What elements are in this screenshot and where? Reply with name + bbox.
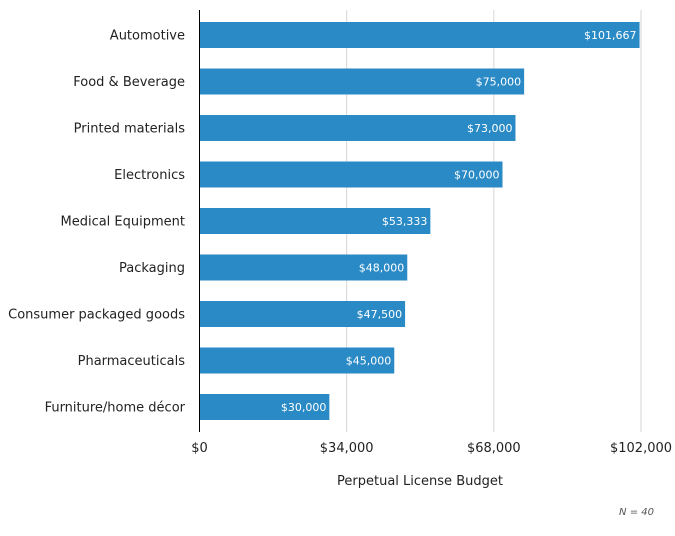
sample-size-note: N = 40 [619, 507, 654, 518]
bar-value-label: $101,667 [584, 29, 637, 42]
category-label: Pharmaceuticals [78, 354, 186, 369]
bar [199, 161, 503, 188]
bar [199, 254, 408, 281]
bar [199, 208, 431, 234]
bar [199, 68, 525, 95]
category-label: Food & Beverage [73, 75, 185, 90]
bar-value-label: $75,000 [476, 76, 522, 89]
bar-value-label: $53,333 [382, 215, 428, 228]
x-axis-label: Perpetual License Budget [337, 474, 503, 489]
bar-value-label: $48,000 [359, 262, 405, 275]
bar [199, 347, 395, 374]
bar-value-label: $70,000 [454, 169, 500, 182]
category-label: Printed materials [74, 122, 186, 137]
x-tick-label: $102,000 [610, 441, 672, 456]
bar [199, 394, 330, 420]
bar-value-label: $30,000 [281, 401, 327, 414]
category-label: Automotive [110, 29, 185, 44]
bar-value-label: $47,500 [357, 308, 403, 321]
category-label: Packaging [119, 261, 185, 276]
x-tick-label: $68,000 [467, 441, 521, 456]
x-tick-label: $34,000 [320, 441, 374, 456]
category-label: Medical Equipment [60, 215, 185, 230]
bar [199, 115, 516, 141]
x-tick-label: $0 [191, 441, 208, 456]
category-label: Electronics [114, 168, 185, 183]
bar [199, 301, 406, 327]
category-label: Consumer packaged goods [8, 308, 185, 323]
bar [199, 22, 640, 48]
category-label: Furniture/home décor [45, 401, 186, 416]
bar-value-label: $45,000 [346, 355, 392, 368]
bar-value-label: $73,000 [467, 122, 513, 135]
